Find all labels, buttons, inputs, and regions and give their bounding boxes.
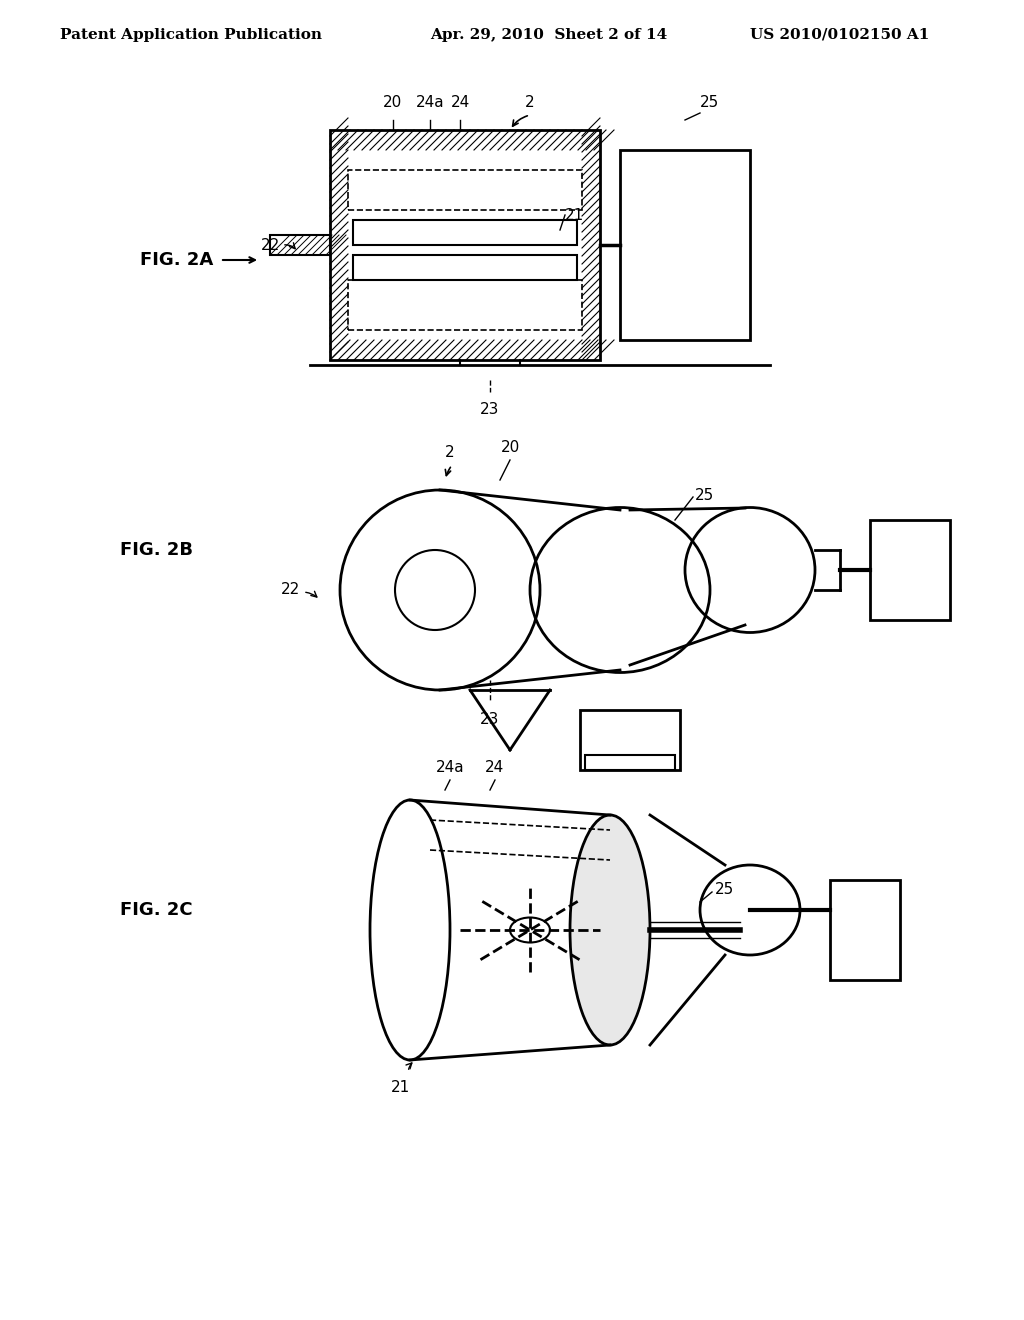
Ellipse shape <box>370 800 450 1060</box>
Text: FIG. 2C: FIG. 2C <box>120 902 193 919</box>
Bar <box>270 235 330 255</box>
Bar <box>580 710 680 770</box>
Bar <box>348 280 582 330</box>
Text: 24a: 24a <box>416 95 444 110</box>
Text: 25: 25 <box>715 883 734 898</box>
Text: 24: 24 <box>451 95 470 110</box>
Text: 25: 25 <box>700 95 719 110</box>
Text: 21: 21 <box>390 1080 410 1096</box>
Text: Apr. 29, 2010  Sheet 2 of 14: Apr. 29, 2010 Sheet 2 of 14 <box>430 28 668 42</box>
Text: 22: 22 <box>261 238 280 252</box>
Text: 22: 22 <box>281 582 300 598</box>
Bar <box>585 755 675 770</box>
Text: 23: 23 <box>480 711 500 727</box>
Text: 2: 2 <box>445 445 455 459</box>
Bar <box>353 255 577 280</box>
Text: Patent Application Publication: Patent Application Publication <box>60 28 322 42</box>
Bar <box>348 170 582 210</box>
Text: 2: 2 <box>525 95 535 110</box>
Text: FIG. 2A: FIG. 2A <box>140 251 213 269</box>
Bar <box>870 520 950 620</box>
Text: 24a: 24a <box>435 760 464 775</box>
Text: 25: 25 <box>695 487 715 503</box>
Text: FIG. 2B: FIG. 2B <box>120 541 193 558</box>
Text: 23: 23 <box>480 403 500 417</box>
Ellipse shape <box>510 917 550 942</box>
Text: US 2010/0102150 A1: US 2010/0102150 A1 <box>750 28 930 42</box>
Ellipse shape <box>570 814 650 1045</box>
Bar <box>830 880 900 979</box>
Bar <box>353 220 577 246</box>
Text: 20: 20 <box>501 440 519 455</box>
Text: 21: 21 <box>565 207 585 223</box>
Bar <box>330 129 600 360</box>
Text: 20: 20 <box>383 95 402 110</box>
Text: 24: 24 <box>485 760 505 775</box>
Bar <box>620 150 750 341</box>
